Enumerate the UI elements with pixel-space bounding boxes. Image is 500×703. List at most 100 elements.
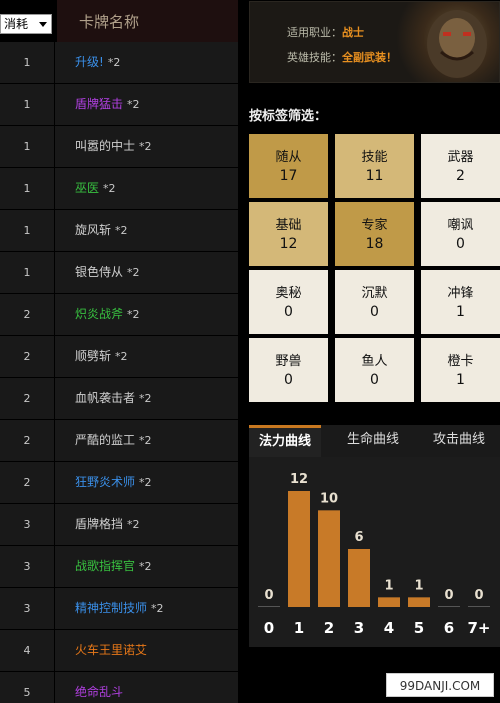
curve-bar — [378, 597, 400, 607]
hero-info-panel: 适用职业：战士 英雄技能：全副武装！ — [249, 1, 500, 83]
curve-bar-value: 6 — [354, 530, 363, 545]
card-cost: 2 — [0, 462, 55, 503]
card-cost: 2 — [0, 336, 55, 377]
tag-filter-button[interactable]: 专家 18 — [335, 202, 414, 266]
card-name[interactable]: 精神控制技师 — [75, 601, 148, 615]
hero-skill-value[interactable]: 全副武装！ — [342, 51, 397, 64]
card-name[interactable]: 巫医 — [75, 181, 100, 195]
card-name[interactable]: 顺劈斩 — [75, 349, 112, 363]
hero-class-line: 适用职业：战士 — [287, 24, 364, 40]
card-name-cell: 顺劈斩 *2 — [75, 336, 128, 377]
card-count: *2 — [107, 56, 121, 69]
tab-attack-curve[interactable]: 攻击曲线 — [433, 432, 486, 447]
card-name-cell: 巫医 *2 — [75, 168, 116, 209]
card-cost: 1 — [0, 42, 55, 83]
cost-sort-select[interactable]: 消耗 — [0, 14, 52, 34]
tag-count: 0 — [370, 372, 379, 388]
card-name-cell: 绝命乱斗 — [75, 672, 127, 703]
card-row[interactable]: 1 银色侍从 *2 — [0, 252, 238, 294]
mana-curve-chart: 0 0 12 1 10 2 6 3 1 4 1 5 0 6 0 7+ — [249, 457, 500, 647]
tag-count: 17 — [279, 168, 298, 184]
curve-cost-label: 7+ — [467, 619, 490, 637]
card-row[interactable]: 4 火车王里诺艾 — [0, 630, 238, 672]
curve-cost-label: 4 — [384, 619, 394, 637]
tag-name: 奥秘 — [275, 286, 302, 301]
card-row[interactable]: 5 绝命乱斗 — [0, 672, 238, 703]
card-name[interactable]: 火车王里诺艾 — [75, 643, 148, 657]
tag-count: 0 — [284, 372, 293, 388]
card-name[interactable]: 升级! — [75, 55, 104, 69]
tag-name: 武器 — [447, 150, 474, 165]
curve-cost-label: 3 — [354, 619, 364, 637]
card-name-cell: 盾牌猛击 *2 — [75, 84, 140, 125]
card-row[interactable]: 2 狂野炎术师 *2 — [0, 462, 238, 504]
card-name[interactable]: 银色侍从 — [75, 265, 124, 279]
card-row[interactable]: 1 升级! *2 — [0, 42, 238, 84]
card-name-cell: 炽炎战斧 *2 — [75, 294, 140, 335]
card-cost: 5 — [0, 672, 55, 703]
tag-count: 12 — [279, 236, 298, 252]
tag-count: 11 — [365, 168, 384, 184]
card-name-cell: 盾牌格挡 *2 — [75, 504, 140, 545]
card-row[interactable]: 2 严酷的监工 *2 — [0, 420, 238, 462]
tag-filter-button[interactable]: 嘲讽 0 — [421, 202, 500, 266]
card-name[interactable]: 旋风斩 — [75, 223, 112, 237]
card-name-cell: 叫嚣的中士 *2 — [75, 126, 152, 167]
tag-name: 鱼人 — [361, 354, 388, 369]
card-name[interactable]: 严酷的监工 — [75, 433, 136, 447]
card-row[interactable]: 2 血帆袭击者 *2 — [0, 378, 238, 420]
card-name[interactable]: 叫嚣的中士 — [75, 139, 136, 153]
card-row[interactable]: 2 顺劈斩 *2 — [0, 336, 238, 378]
curve-bar-value: 0 — [264, 588, 273, 603]
card-name[interactable]: 战歌指挥官 — [75, 559, 136, 573]
tag-filter-button[interactable]: 随从 17 — [249, 134, 328, 198]
tag-filter-button[interactable]: 技能 11 — [335, 134, 414, 198]
card-name[interactable]: 盾牌猛击 — [75, 97, 124, 111]
card-row[interactable]: 3 精神控制技师 *2 — [0, 588, 238, 630]
tag-filter-button[interactable]: 冲锋 1 — [421, 270, 500, 334]
card-cost: 2 — [0, 294, 55, 335]
card-cost: 2 — [0, 420, 55, 461]
card-row[interactable]: 1 旋风斩 *2 — [0, 210, 238, 252]
card-row[interactable]: 3 盾牌格挡 *2 — [0, 504, 238, 546]
card-count: *2 — [115, 350, 128, 363]
card-name[interactable]: 血帆袭击者 — [75, 391, 136, 405]
tag-filter-button[interactable]: 野兽 0 — [249, 338, 328, 402]
card-name[interactable]: 炽炎战斧 — [75, 307, 124, 321]
card-row[interactable]: 3 战歌指挥官 *2 — [0, 546, 238, 588]
tag-filter-button[interactable]: 武器 2 — [421, 134, 500, 198]
tab-health-curve[interactable]: 生命曲线 — [347, 432, 400, 447]
curve-bar-value: 10 — [320, 491, 338, 506]
tab-mana-curve[interactable]: 法力曲线 — [249, 425, 322, 457]
card-count: *2 — [139, 140, 152, 153]
curve-bar — [258, 606, 280, 607]
card-name-cell: 严酷的监工 *2 — [75, 420, 152, 461]
card-row[interactable]: 1 盾牌猛击 *2 — [0, 84, 238, 126]
card-row[interactable]: 1 巫医 *2 — [0, 168, 238, 210]
tag-filter-button[interactable]: 基础 12 — [249, 202, 328, 266]
tag-filter-button[interactable]: 橙卡 1 — [421, 338, 500, 402]
table-header: 消耗 卡牌名称 — [0, 0, 238, 42]
tag-filter-button[interactable]: 沉默 0 — [335, 270, 414, 334]
card-name[interactable]: 狂野炎术师 — [75, 475, 136, 489]
tag-name: 沉默 — [361, 286, 388, 301]
card-row[interactable]: 2 炽炎战斧 *2 — [0, 294, 238, 336]
tag-filter-button[interactable]: 鱼人 0 — [335, 338, 414, 402]
hero-class-label: 适用职业： — [287, 26, 342, 39]
curve-bar-value: 0 — [474, 588, 483, 603]
card-cost: 3 — [0, 588, 55, 629]
tag-name: 基础 — [275, 218, 302, 233]
hero-portrait-art — [427, 10, 487, 78]
tag-count: 18 — [365, 236, 384, 252]
card-name-cell: 升级! *2 — [75, 42, 120, 83]
card-name[interactable]: 盾牌格挡 — [75, 517, 124, 531]
hero-class-value[interactable]: 战士 — [342, 26, 364, 39]
tag-filter-title: 按标签筛选： — [249, 109, 328, 124]
tag-filter-button[interactable]: 奥秘 0 — [249, 270, 328, 334]
chevron-down-icon — [39, 22, 47, 27]
card-row[interactable]: 1 叫嚣的中士 *2 — [0, 126, 238, 168]
card-name[interactable]: 绝命乱斗 — [75, 685, 124, 699]
card-name-cell: 火车王里诺艾 — [75, 630, 151, 671]
card-count: *2 — [115, 224, 128, 237]
card-count: *2 — [139, 476, 152, 489]
